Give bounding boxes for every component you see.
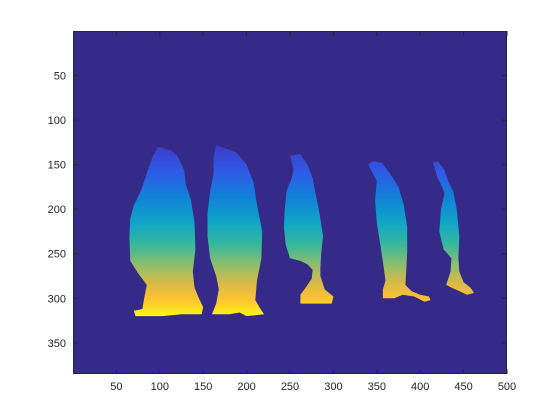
x-tick-label: 250 [281, 381, 299, 393]
x-tick-label: 500 [498, 381, 516, 393]
x-tick-label: 350 [368, 381, 386, 393]
y-tick-label: 200 [48, 204, 66, 216]
image-plot [73, 31, 507, 374]
y-tick-label: 300 [48, 293, 66, 305]
y-tick-label: 250 [48, 249, 66, 261]
x-tick-label: 50 [110, 381, 122, 393]
y-tick-label: 150 [48, 160, 66, 172]
x-tick-label: 100 [151, 381, 169, 393]
y-tick-label: 350 [48, 338, 66, 350]
y-tick-label: 50 [54, 71, 66, 83]
x-tick-label: 200 [237, 381, 255, 393]
x-tick-label: 300 [324, 381, 342, 393]
x-tick-label: 400 [411, 381, 429, 393]
y-tick-label: 100 [48, 115, 66, 127]
x-tick-label: 450 [454, 381, 472, 393]
x-tick-label: 150 [194, 381, 212, 393]
